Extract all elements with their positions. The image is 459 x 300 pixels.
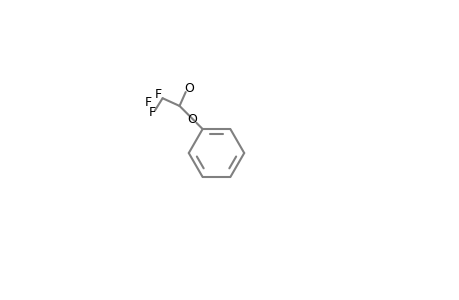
Text: O: O [184, 82, 194, 95]
Text: O: O [187, 112, 197, 125]
Text: F: F [149, 106, 156, 118]
Text: F: F [155, 88, 162, 101]
Text: F: F [145, 96, 152, 109]
